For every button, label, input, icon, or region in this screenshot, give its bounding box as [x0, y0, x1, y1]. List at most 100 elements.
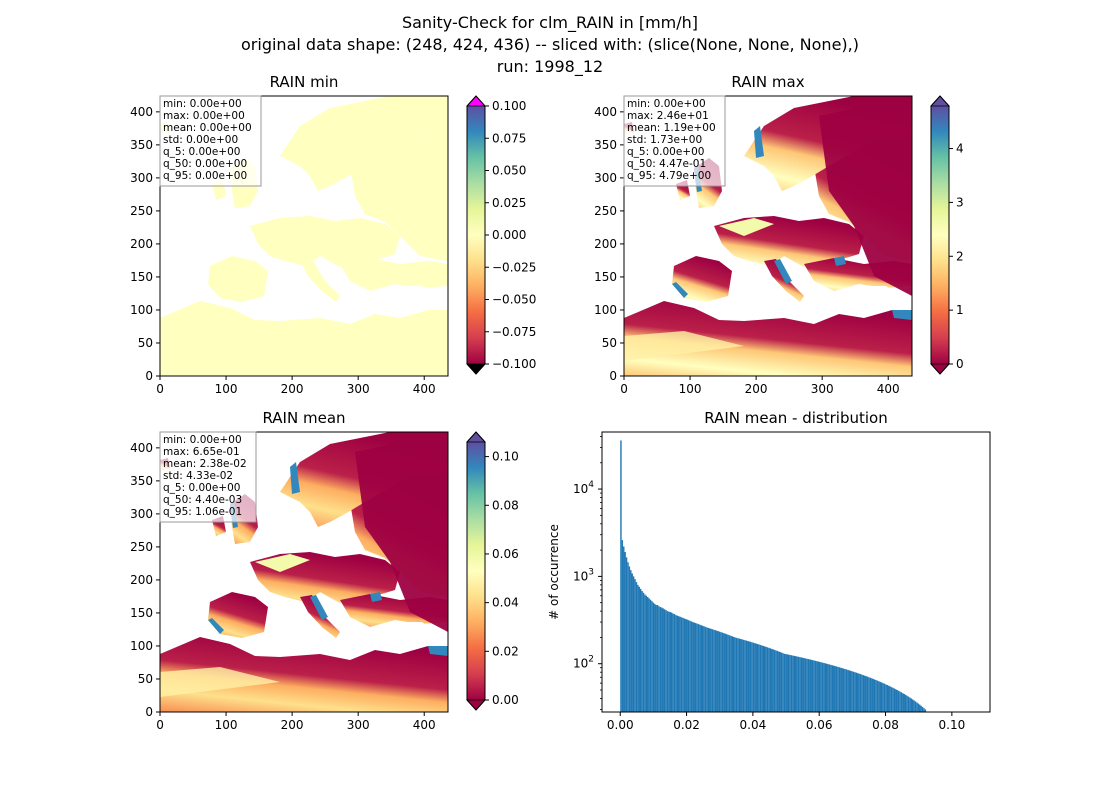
histogram-bar — [809, 659, 811, 712]
histogram-bar — [765, 646, 767, 712]
histogram-bar — [686, 619, 688, 712]
histogram-bar — [865, 676, 867, 712]
histogram-bar — [862, 675, 865, 712]
colorbar-extend-top — [930, 95, 950, 107]
field-high-coast — [290, 462, 300, 494]
histogram-bar — [841, 668, 843, 712]
field-high-coast — [672, 282, 688, 298]
histogram-bar — [639, 588, 642, 712]
histogram-bar — [868, 677, 870, 712]
histogram-bar — [662, 608, 664, 712]
histogram-bar — [873, 679, 876, 712]
histogram-bar — [817, 661, 819, 712]
colorbar-extend-bottom — [930, 363, 950, 375]
histogram-bar — [919, 704, 921, 712]
histogram-bar — [803, 658, 805, 712]
stats-line: q_95: 0.00e+00 — [163, 170, 247, 182]
histogram-bar — [716, 630, 718, 712]
histogram-bar — [847, 669, 849, 712]
histogram-bar — [638, 586, 640, 712]
colorbar-tick-label: −0.025 — [492, 260, 536, 274]
histogram-bar — [685, 619, 687, 712]
y-tick-label: 300 — [130, 507, 153, 521]
histogram-bar — [661, 607, 663, 712]
histogram-bar — [682, 617, 684, 712]
histogram-bar — [792, 655, 794, 712]
y-tick-label: 0 — [609, 369, 617, 383]
histogram-bar — [773, 649, 776, 712]
histogram-bar — [797, 656, 800, 712]
histogram-bar — [627, 562, 629, 712]
stats-line: min: 0.00e+00 — [627, 98, 706, 110]
colorbar-tick-label: 1 — [956, 303, 964, 317]
y-tick-label: 400 — [130, 441, 153, 455]
y-tick-label: 400 — [594, 105, 617, 119]
land-region — [160, 637, 448, 712]
histogram-bar — [762, 645, 764, 712]
histogram-bar — [855, 672, 858, 712]
stats-line: mean: 2.38e-02 — [163, 458, 247, 470]
land-region — [208, 592, 268, 638]
histogram-bar — [854, 672, 856, 712]
axes-frame — [601, 431, 991, 713]
histogram-bar — [923, 708, 925, 712]
land-region — [280, 96, 448, 191]
stats-line: min: 0.00e+00 — [163, 434, 242, 446]
y-tick-label: 50 — [138, 672, 153, 686]
histogram-bar — [625, 557, 628, 712]
x-tick-label: 0 — [156, 718, 164, 732]
histogram-bar — [864, 675, 866, 712]
histogram-bar — [892, 687, 894, 712]
figure-title-line-2: original data shape: (248, 424, 436) -- … — [241, 35, 859, 54]
histogram-bar — [859, 674, 862, 712]
histogram-bar — [771, 648, 773, 712]
stats-line: q_50: 0.00e+00 — [163, 158, 247, 170]
colorbar-mean: 0.00 0.02 0.04 0.06 0.08 0.10 — [466, 431, 519, 711]
histogram-bar — [786, 654, 788, 712]
histogram-bar — [900, 692, 903, 712]
histogram-bar — [670, 612, 673, 712]
stats-line: max: 0.00e+00 — [163, 110, 245, 122]
stats-line: max: 2.46e+01 — [627, 110, 709, 122]
histogram-bar — [776, 650, 779, 712]
histogram-bar — [714, 630, 717, 712]
histogram-bar — [758, 644, 760, 712]
histogram-bar — [725, 634, 728, 712]
histogram-bar — [689, 620, 691, 712]
x-tick-label: 100 — [215, 382, 238, 396]
sea-region — [729, 301, 854, 311]
map-land — [624, 96, 912, 376]
histogram-bar — [872, 678, 874, 712]
x-tick-label: 200 — [281, 382, 304, 396]
stats-line: q_95: 1.06e-01 — [163, 506, 242, 518]
colorbar-tick-label: 0.00 — [492, 693, 519, 707]
colorbar-tick-label: 0.04 — [492, 596, 519, 610]
histogram-bar — [703, 626, 705, 712]
histogram-bar — [721, 632, 724, 712]
y-tick-label: 400 — [130, 105, 153, 119]
land-region — [350, 136, 448, 261]
y-tick-label: 250 — [130, 540, 153, 554]
stats-line: std: 0.00e+00 — [163, 134, 238, 146]
y-axis-label: # of occurrence — [547, 524, 561, 620]
histogram-bar — [883, 683, 886, 712]
y-tick-label: 0 — [145, 705, 153, 719]
histogram-bar — [655, 605, 657, 712]
y-tick-label: 350 — [594, 138, 617, 152]
colorbar-gradient — [467, 106, 485, 364]
stats-box-frame — [159, 95, 262, 187]
field-low-east — [819, 96, 912, 296]
colorbar-tick-label: 0.10 — [492, 450, 519, 464]
histogram-bar — [623, 546, 625, 712]
colorbar-tick-label: 3 — [956, 195, 964, 209]
histogram-bar — [772, 649, 774, 712]
histogram-bar — [742, 639, 745, 712]
histogram-bar — [799, 657, 801, 712]
histogram-bar — [916, 702, 918, 712]
histogram-bar — [769, 648, 772, 712]
histogram-bar — [783, 653, 786, 712]
histogram-bar — [659, 607, 662, 712]
x-tick-label: 0.04 — [740, 718, 767, 732]
